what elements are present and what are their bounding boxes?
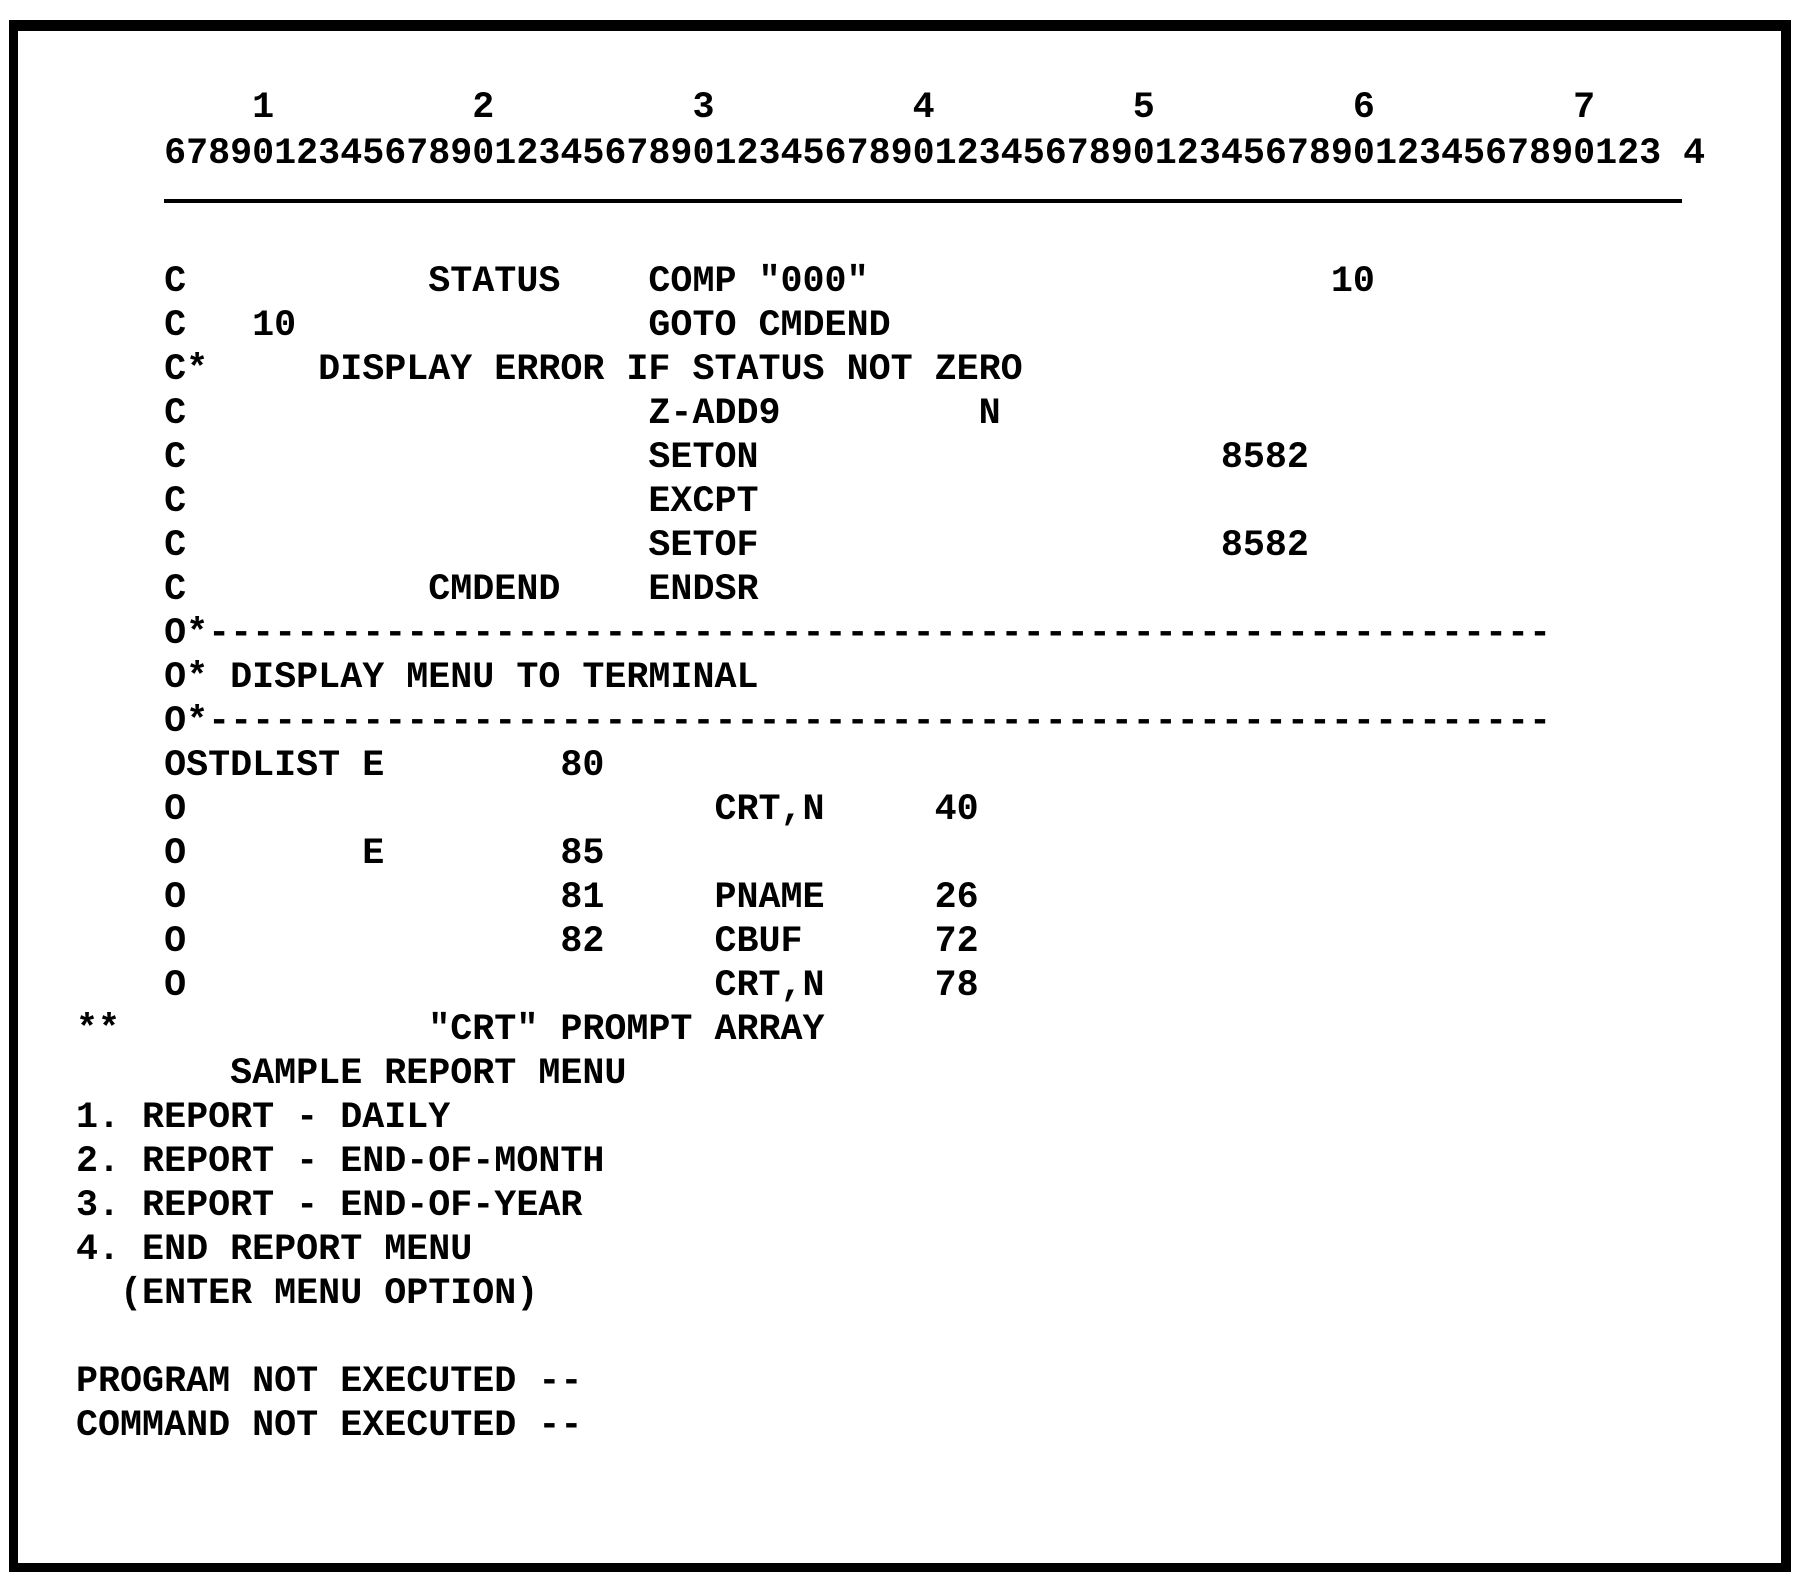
code-line: C Z-ADD9 N xyxy=(76,393,1001,435)
code-line: O*--------------------------------------… xyxy=(76,701,1552,743)
code-line: 3. REPORT - END-OF-YEAR xyxy=(76,1185,583,1227)
code-line: OSTDLIST E 80 xyxy=(76,745,605,787)
code-line: O 81 PNAME 26 xyxy=(76,877,979,919)
code-line: COMMAND NOT EXECUTED -- xyxy=(76,1405,583,1447)
ruler-divider xyxy=(164,199,1682,203)
code-line: O* DISPLAY MENU TO TERMINAL xyxy=(76,657,759,699)
code-line: C* DISPLAY ERROR IF STATUS NOT ZERO xyxy=(76,349,1023,391)
code-line: O*--------------------------------------… xyxy=(76,613,1552,655)
code-line: C CMDEND ENDSR xyxy=(76,569,759,611)
document-frame xyxy=(9,20,1791,1572)
code-line: 1. REPORT - DAILY xyxy=(76,1097,451,1139)
code-line: O CRT,N 40 xyxy=(76,789,979,831)
code-line: C SETOF 8582 xyxy=(76,525,1309,567)
code-line: C STATUS COMP "000" 10 xyxy=(76,261,1375,303)
code-line: C EXCPT xyxy=(76,481,759,523)
code-line: C 10 GOTO CMDEND xyxy=(76,305,891,347)
code-line: C SETON 8582 xyxy=(76,437,1309,479)
code-line: O CRT,N 78 xyxy=(76,965,979,1007)
code-line: SAMPLE REPORT MENU xyxy=(76,1053,627,1095)
code-line: 2. REPORT - END-OF-MONTH xyxy=(76,1141,605,1183)
code-line: ** "CRT" PROMPT ARRAY xyxy=(76,1009,825,1051)
ruler-units: 6789012345678901234567890123456789012345… xyxy=(76,133,1706,175)
code-line: O 82 CBUF 72 xyxy=(76,921,979,963)
code-line: (ENTER MENU OPTION) xyxy=(76,1273,539,1315)
code-line: O E 85 xyxy=(76,833,605,875)
ruler-tens: 1 2 3 4 5 6 7 xyxy=(76,87,1596,129)
code-line: 4. END REPORT MENU xyxy=(76,1229,473,1271)
code-line: PROGRAM NOT EXECUTED -- xyxy=(76,1361,583,1403)
